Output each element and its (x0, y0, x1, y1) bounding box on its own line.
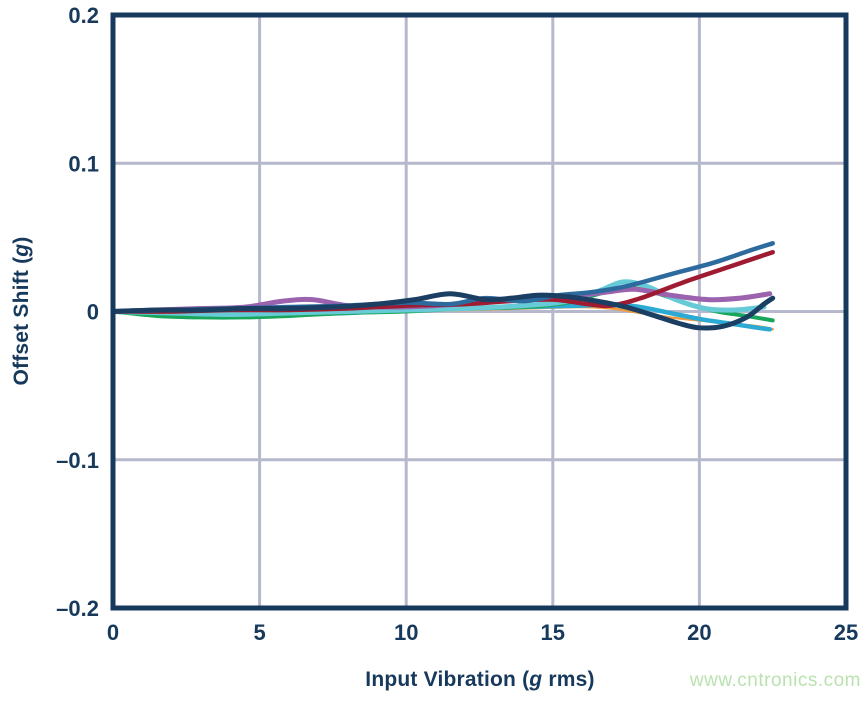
series-navy (110, 291, 776, 331)
y-tick-label-0.1: 0.1 (68, 151, 99, 176)
x-tick-label-20: 20 (687, 620, 711, 645)
plot-border (110, 12, 849, 611)
x-axis-title: Input Vibration (g rms) (365, 668, 594, 692)
x-tick-label-15: 15 (541, 620, 565, 645)
y-axis-title-italic-g: g (10, 243, 33, 257)
y-axis-title: Offset Shift (g) (10, 236, 34, 385)
x-tick-label-25: 25 (834, 620, 858, 645)
x-axis-title-text: Input Vibration ( (365, 668, 530, 691)
y-tick-label-0: 0 (87, 300, 99, 325)
y-tick-label-0.2: 0.2 (68, 3, 99, 28)
x-tick-label-0: 0 (107, 620, 119, 645)
y-tick-label-–0.1: –0.1 (56, 448, 99, 473)
series-teal (110, 279, 767, 317)
x-axis-title-italic-g: g (529, 668, 543, 691)
y-tick-label-–0.2: –0.2 (56, 596, 99, 621)
x-tick-label-10: 10 (394, 620, 418, 645)
watermark: www.cntronics.com (689, 670, 861, 691)
x-tick-label-5: 5 (253, 620, 265, 645)
x-axis-title-close: rms) (542, 668, 595, 691)
y-axis-title-close: ) (10, 236, 33, 244)
y-axis-title-text: Offset Shift ( (10, 256, 33, 386)
